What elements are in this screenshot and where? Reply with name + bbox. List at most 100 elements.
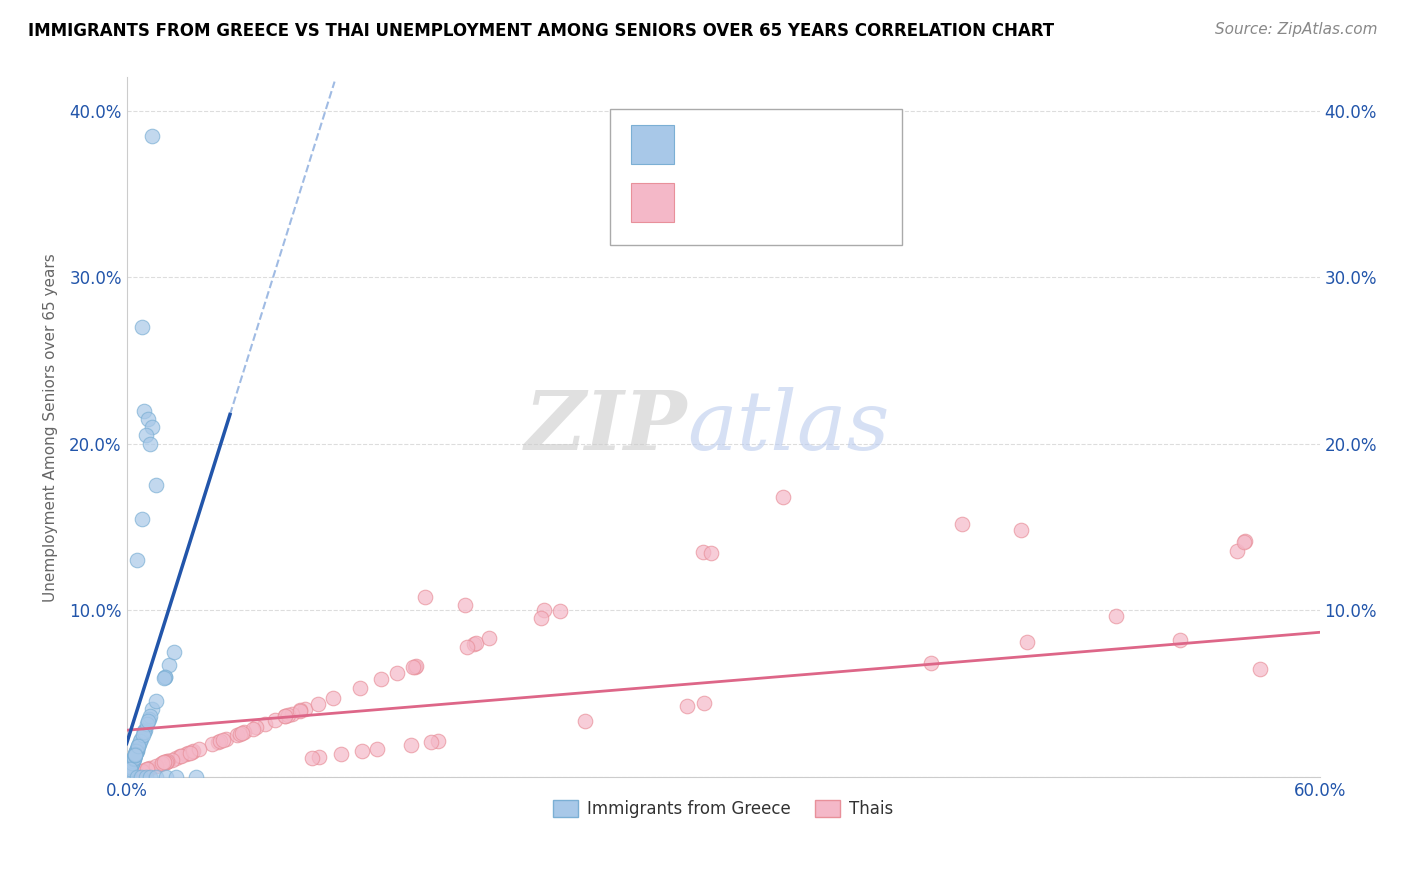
Point xyxy=(129,770,152,784)
Point xyxy=(366,742,388,756)
Point xyxy=(125,553,148,567)
Point xyxy=(135,717,157,731)
Point xyxy=(242,722,264,736)
Point xyxy=(128,737,150,751)
Point xyxy=(692,545,714,559)
Point xyxy=(124,766,146,780)
Point xyxy=(699,546,721,560)
Point xyxy=(117,768,139,782)
Point xyxy=(134,403,156,417)
Point xyxy=(155,770,177,784)
Point xyxy=(165,770,187,784)
FancyBboxPatch shape xyxy=(631,183,673,222)
Point xyxy=(478,631,501,645)
Point xyxy=(153,671,176,685)
Point xyxy=(229,726,252,740)
Point xyxy=(117,768,139,782)
Point xyxy=(129,731,152,746)
Point xyxy=(281,706,304,721)
Point xyxy=(121,768,143,782)
Point xyxy=(1105,609,1128,624)
Point xyxy=(294,701,316,715)
Point xyxy=(138,712,160,726)
Point xyxy=(253,717,276,731)
Point xyxy=(124,747,146,761)
FancyBboxPatch shape xyxy=(610,109,903,245)
Point xyxy=(150,756,173,771)
Point xyxy=(187,742,209,756)
Point xyxy=(156,754,179,768)
Text: R = 0.329   N = 97: R = 0.329 N = 97 xyxy=(683,193,868,211)
Point xyxy=(277,708,299,723)
Point xyxy=(207,735,229,749)
Point xyxy=(131,728,153,742)
Point xyxy=(177,746,200,760)
Point xyxy=(135,770,157,784)
Point xyxy=(530,611,553,625)
Point xyxy=(122,750,145,764)
Point xyxy=(125,770,148,784)
Point xyxy=(127,739,149,753)
Text: atlas: atlas xyxy=(688,387,890,467)
Text: R = 0.510   N = 64: R = 0.510 N = 64 xyxy=(683,135,868,153)
Point xyxy=(136,762,159,776)
Point xyxy=(201,737,224,751)
Point xyxy=(121,754,143,768)
Point xyxy=(153,670,176,684)
Point xyxy=(350,744,373,758)
Point xyxy=(402,660,425,674)
Point xyxy=(215,731,238,746)
Point xyxy=(232,725,254,739)
Point xyxy=(1249,662,1271,676)
Point xyxy=(772,490,794,504)
Point xyxy=(308,750,330,764)
Point xyxy=(245,721,267,735)
Point xyxy=(131,764,153,778)
Point xyxy=(145,770,167,784)
Point xyxy=(141,128,163,143)
Point xyxy=(135,428,157,442)
Point xyxy=(125,743,148,757)
Point xyxy=(181,744,204,758)
Point xyxy=(226,727,249,741)
Point xyxy=(153,670,176,684)
Point xyxy=(1010,524,1032,538)
Point xyxy=(157,658,180,673)
Point xyxy=(174,747,197,761)
Point xyxy=(125,745,148,759)
Point xyxy=(464,636,486,650)
Point xyxy=(209,734,232,748)
Point xyxy=(370,673,392,687)
Point xyxy=(145,694,167,708)
Point xyxy=(120,759,142,773)
Point xyxy=(349,681,371,695)
Point xyxy=(125,766,148,780)
Point xyxy=(127,765,149,780)
Text: IMMIGRANTS FROM GREECE VS THAI UNEMPLOYMENT AMONG SENIORS OVER 65 YEARS CORRELAT: IMMIGRANTS FROM GREECE VS THAI UNEMPLOYM… xyxy=(28,22,1054,40)
Point xyxy=(124,747,146,761)
Point xyxy=(155,755,177,769)
Point xyxy=(125,744,148,758)
Point xyxy=(127,765,149,780)
Point xyxy=(120,768,142,782)
Point xyxy=(419,735,441,749)
Point xyxy=(399,738,422,752)
Point xyxy=(427,734,450,748)
Point xyxy=(387,666,409,681)
Point xyxy=(139,770,162,784)
Text: Source: ZipAtlas.com: Source: ZipAtlas.com xyxy=(1215,22,1378,37)
Point xyxy=(1170,633,1192,648)
Point xyxy=(141,702,163,716)
Point xyxy=(132,725,155,739)
Point xyxy=(145,478,167,492)
Point xyxy=(675,699,697,714)
Point xyxy=(404,659,426,673)
Point xyxy=(149,756,172,771)
Point xyxy=(548,604,571,618)
Point xyxy=(1233,535,1256,549)
Text: ZIP: ZIP xyxy=(524,387,688,467)
Point xyxy=(211,733,233,747)
Point xyxy=(274,709,297,723)
Point xyxy=(120,760,142,774)
Point xyxy=(153,756,176,770)
